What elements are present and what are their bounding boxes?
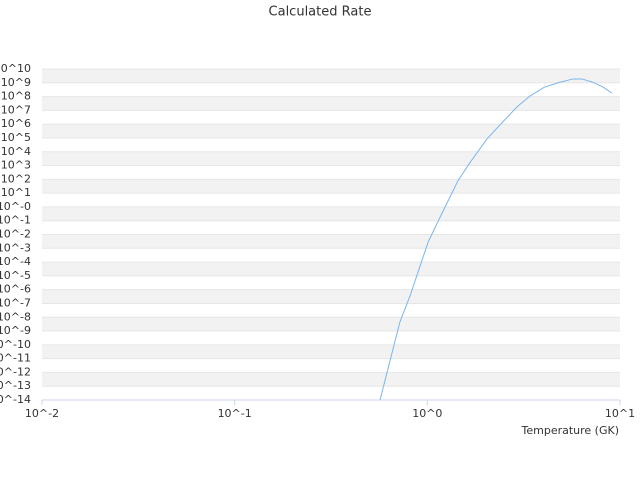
x-tick-label: 10^-1 — [218, 407, 252, 420]
x-axis-label: Temperature (GK) — [521, 424, 620, 437]
y-tick-label: 10^-13 — [0, 379, 31, 392]
grid-band — [42, 179, 620, 194]
y-tick-label: 10^-0 — [0, 200, 31, 213]
y-tick-label: 10^6 — [1, 117, 31, 130]
x-tick-label: 10^1 — [605, 407, 635, 420]
y-tick-label: 10^-11 — [0, 352, 31, 365]
grid-band — [42, 262, 620, 276]
grid-band — [42, 317, 620, 332]
grid-band — [42, 96, 620, 111]
grid-band — [42, 344, 620, 359]
grid-band — [42, 372, 620, 387]
y-tick-label: 10^10 — [0, 62, 31, 75]
y-tick-label: 10^7 — [1, 103, 31, 116]
grid-band — [42, 124, 620, 138]
grid-band — [42, 69, 620, 83]
y-tick-label: 10^-8 — [0, 310, 31, 323]
y-tick-label: 10^8 — [1, 90, 31, 103]
y-tick-label: 10^3 — [1, 159, 31, 172]
y-tick-label: 10^2 — [1, 172, 31, 185]
y-tick-label: 10^1 — [1, 186, 31, 199]
grid-band — [42, 151, 620, 166]
y-tick-label: 10^-2 — [0, 228, 31, 241]
y-tick-label: 10^-7 — [0, 296, 31, 309]
chart-title: Calculated Rate — [269, 5, 372, 20]
y-tick-label: 10^-14 — [0, 393, 31, 406]
data-line — [379, 78, 613, 400]
y-tick-label: 10^-12 — [0, 365, 31, 378]
y-tick-label: 10^-5 — [0, 269, 31, 282]
grid-band — [42, 234, 620, 249]
x-tick-label: 10^-2 — [25, 407, 59, 420]
y-tick-label: 10^-10 — [0, 338, 31, 351]
grid-band — [42, 206, 620, 221]
y-tick-label: 10^4 — [1, 145, 31, 158]
grid-band — [42, 289, 620, 304]
y-tick-label: 10^-3 — [0, 241, 31, 254]
y-tick-label: 10^-6 — [0, 283, 31, 296]
y-tick-label: 10^-1 — [0, 214, 31, 227]
y-tick-label: 10^-4 — [0, 255, 31, 268]
y-tick-label: 10^9 — [1, 76, 31, 89]
x-tick-label: 10^0 — [412, 407, 442, 420]
y-tick-label: 10^5 — [1, 131, 31, 144]
y-tick-label: 10^-9 — [0, 324, 31, 337]
